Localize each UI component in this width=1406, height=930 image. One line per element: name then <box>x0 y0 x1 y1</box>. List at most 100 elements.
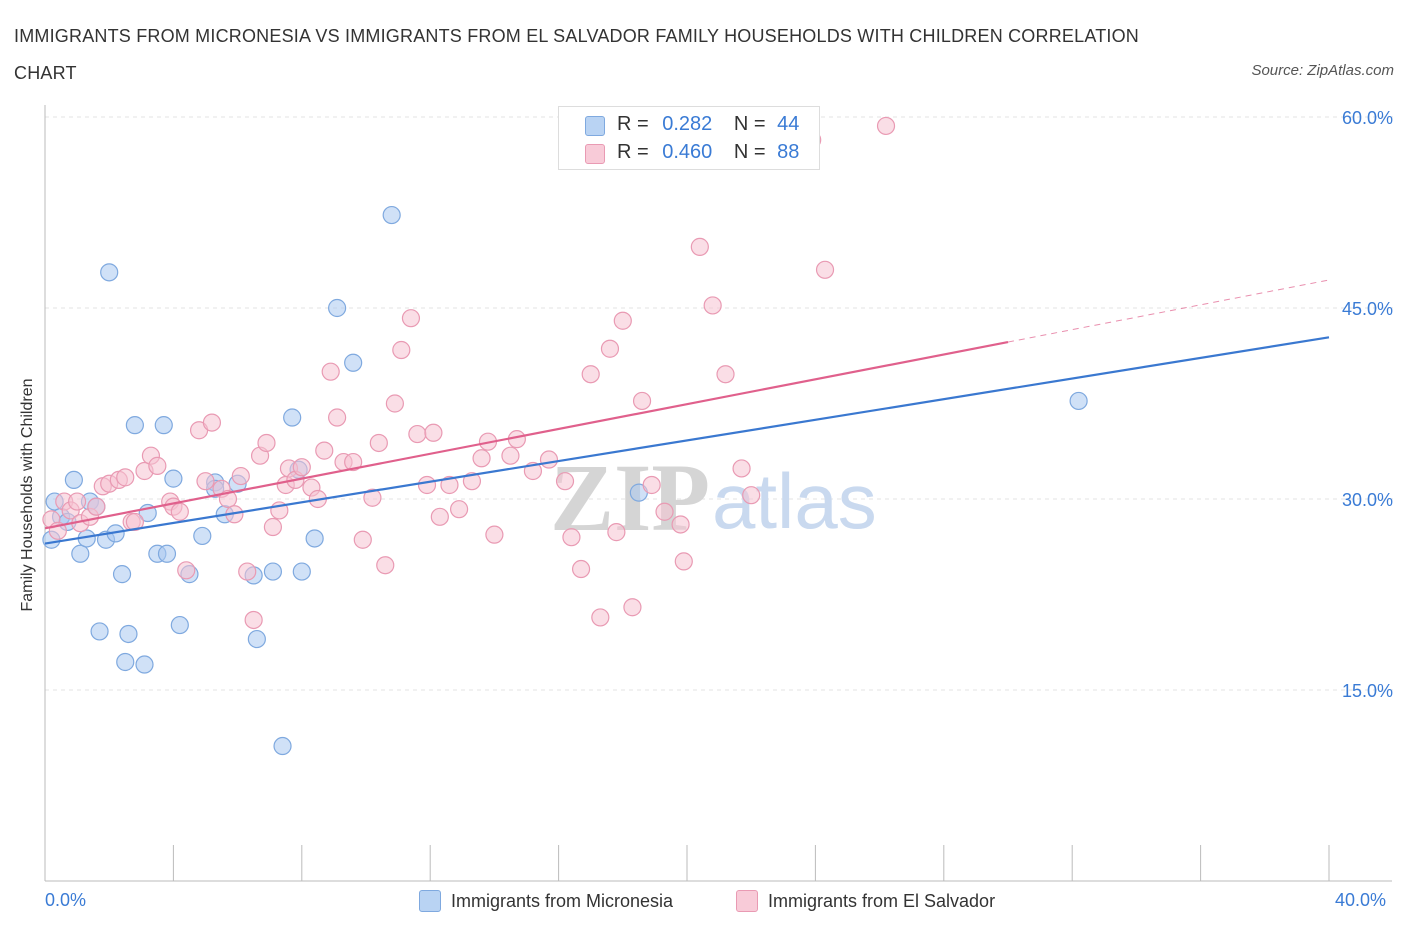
pink-data-point <box>238 562 257 581</box>
blue-data-point <box>164 469 183 488</box>
r-label: R = <box>617 141 649 163</box>
pink-data-point <box>417 475 437 495</box>
axes <box>44 105 1392 882</box>
pink-data-point <box>485 525 504 544</box>
y-tick-labels: 15.0% 30.0% 45.0% 60.0% <box>1342 108 1393 701</box>
blue-data-point <box>328 298 347 318</box>
legend-swatch-blue <box>585 116 605 136</box>
pink-data-point <box>116 468 135 487</box>
pink-data-point <box>571 559 591 579</box>
bottom-legend-swatch-blue <box>419 890 441 913</box>
pink-data-point <box>539 450 559 469</box>
blue-data-point <box>154 416 173 435</box>
pink-data-point <box>353 530 372 549</box>
r-value: 0.282 <box>662 113 713 135</box>
pink-data-point <box>591 608 610 627</box>
pink-data-point <box>623 598 642 617</box>
correlation-legend: R = 0.282 N = 44 R = 0.460 N = 88 <box>558 106 820 170</box>
pink-data-point <box>562 528 581 547</box>
pink-data-point <box>690 237 709 256</box>
blue-data-point <box>247 629 266 649</box>
bottom-legend-label: Immigrants from Micronesia <box>451 890 674 911</box>
blue-data-point <box>344 353 363 372</box>
pink-data-point <box>555 472 575 491</box>
legend-text-micronesia: R = 0.282 N = 44 <box>617 113 799 136</box>
blue-data-point <box>125 416 144 435</box>
blue-data-point <box>71 544 90 563</box>
pink-data-point <box>462 472 482 491</box>
pink-data-point <box>742 486 761 505</box>
pink-data-point <box>424 423 443 442</box>
pink-data-point <box>716 365 735 384</box>
chart-title: IMMIGRANTS FROM MICRONESIA VS IMMIGRANTS… <box>14 26 1139 83</box>
blue-data-point <box>1069 391 1088 411</box>
y-tick-label: 30.0% <box>1342 490 1393 510</box>
legend-text-el-salvador: R = 0.460 N = 88 <box>617 141 799 164</box>
pink-data-point <box>642 475 661 495</box>
pink-data-point <box>321 362 340 381</box>
pink-data-point <box>328 408 347 427</box>
pink-data-point <box>655 502 674 521</box>
n-label: N = <box>733 141 766 163</box>
pink-data-point <box>408 424 427 444</box>
pink-data-point <box>472 449 491 468</box>
pink-data-point <box>385 394 404 413</box>
trend-lines <box>44 279 1330 545</box>
r-value: 0.460 <box>662 141 713 163</box>
x-tick-label-max: 40.0% <box>1335 890 1387 910</box>
pink-data-point <box>315 441 334 460</box>
n-value: 44 <box>777 113 800 135</box>
pink-data-point <box>148 456 167 475</box>
pink-data-point <box>344 452 363 472</box>
pink-data-point <box>170 502 189 521</box>
pink-trend-line <box>44 340 1009 530</box>
pink-data-point <box>449 500 469 519</box>
pink-data-point <box>231 466 250 486</box>
blue-data-point <box>119 624 138 644</box>
pink-data-point <box>67 492 87 511</box>
pink-data-point <box>815 260 835 279</box>
blue-data-point <box>100 263 119 282</box>
y-tick-label: 45.0% <box>1342 299 1393 319</box>
blue-data-point <box>193 526 212 546</box>
blue-data-point <box>170 615 189 635</box>
pink-data-point <box>401 309 421 328</box>
bottom-legend-swatch-pink <box>736 890 758 913</box>
n-label: N = <box>733 113 766 135</box>
pink-data-point <box>87 497 106 516</box>
pink-data-point <box>292 458 311 477</box>
blue-data-point <box>64 470 83 489</box>
pink-trend-line-extension <box>1007 279 1330 343</box>
blue-data-point <box>305 529 324 548</box>
blue-data-point <box>135 655 154 674</box>
y-tick-label: 15.0% <box>1342 681 1393 701</box>
pink-data-point <box>263 517 283 537</box>
pink-data-point <box>202 413 222 432</box>
blue-data-point <box>382 205 401 225</box>
blue-data-point <box>157 544 177 563</box>
pink-data-point <box>876 116 896 136</box>
legend-swatch-pink <box>585 144 605 164</box>
pink-data-point <box>376 556 395 575</box>
data-points <box>42 116 1088 756</box>
y-tick-label: 60.0% <box>1342 108 1393 128</box>
pink-data-point <box>632 391 652 411</box>
n-value: 88 <box>777 141 800 163</box>
blue-data-point <box>283 408 302 427</box>
pink-data-point <box>607 523 626 542</box>
pink-data-point <box>125 512 144 532</box>
pink-data-point <box>392 340 411 360</box>
pink-data-point <box>440 475 459 495</box>
gridlines <box>45 116 1395 691</box>
pink-data-point <box>613 311 632 330</box>
pink-data-point <box>703 296 722 315</box>
pink-data-point <box>600 339 620 358</box>
pink-data-point <box>732 459 751 478</box>
blue-data-point <box>112 565 132 584</box>
pink-data-point <box>674 552 693 571</box>
pink-data-point <box>430 507 449 526</box>
bottom-legend-el-salvador: Immigrants from El Salvador <box>736 890 995 913</box>
blue-data-point <box>116 652 135 672</box>
x-tick-label-min: 0.0% <box>45 890 87 910</box>
